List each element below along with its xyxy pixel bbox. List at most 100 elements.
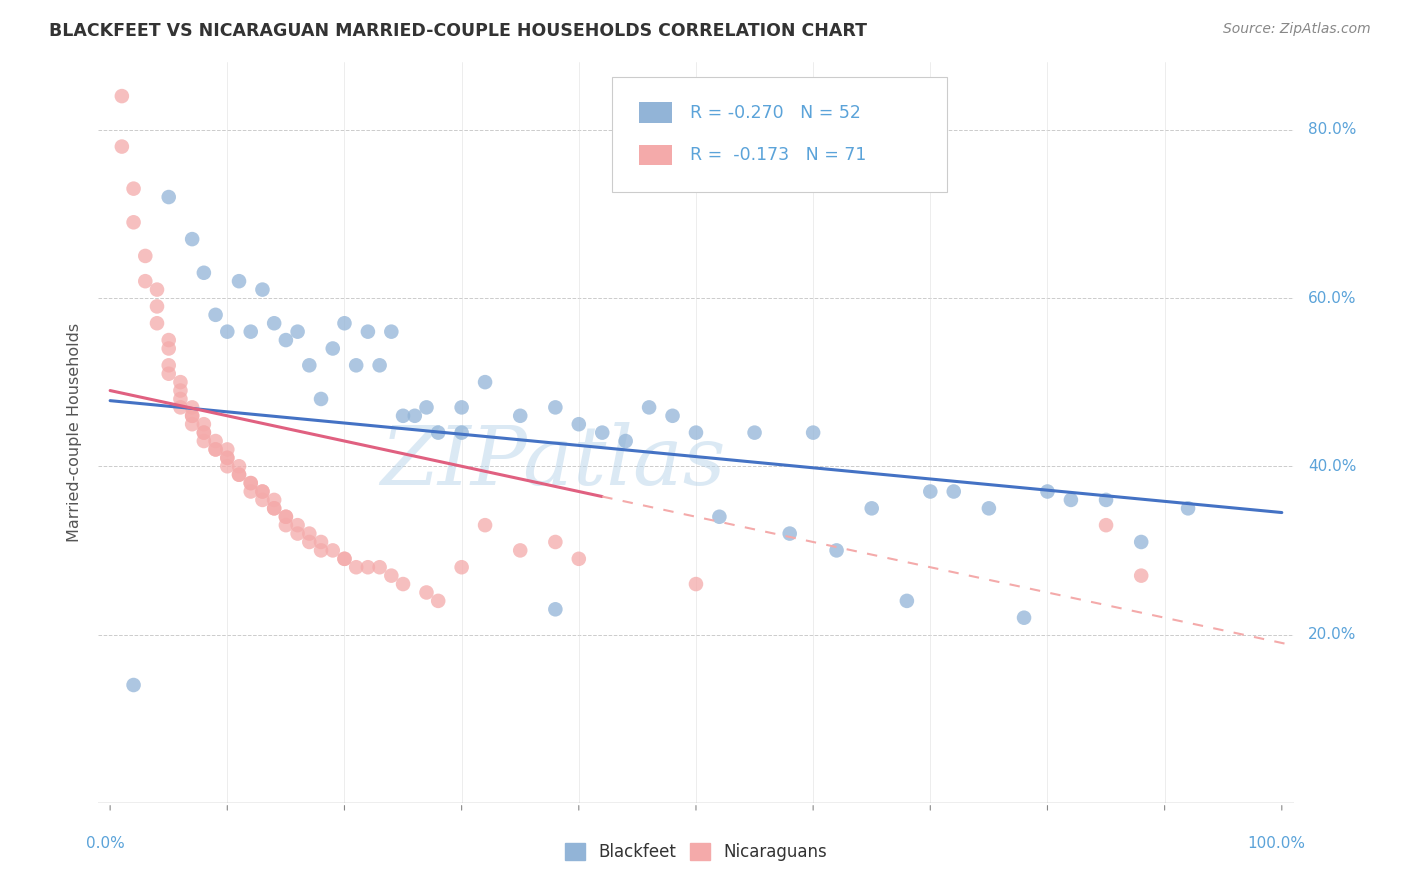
Nicaraguans bbox=[169, 375, 191, 389]
Blackfeet bbox=[404, 409, 426, 423]
Nicaraguans bbox=[380, 568, 402, 582]
Blackfeet bbox=[1060, 492, 1083, 507]
Nicaraguans bbox=[217, 450, 239, 465]
Text: R = -0.270   N = 52: R = -0.270 N = 52 bbox=[690, 103, 860, 122]
Blackfeet bbox=[801, 425, 824, 440]
Blackfeet bbox=[1130, 535, 1153, 549]
Blackfeet bbox=[1036, 484, 1059, 499]
Nicaraguans bbox=[181, 417, 204, 432]
Nicaraguans bbox=[146, 316, 169, 330]
Nicaraguans bbox=[217, 459, 239, 474]
Blackfeet bbox=[920, 484, 942, 499]
Blackfeet bbox=[309, 392, 332, 406]
Text: BLACKFEET VS NICARAGUAN MARRIED-COUPLE HOUSEHOLDS CORRELATION CHART: BLACKFEET VS NICARAGUAN MARRIED-COUPLE H… bbox=[49, 22, 868, 40]
Blackfeet bbox=[392, 409, 415, 423]
Blackfeet bbox=[193, 266, 215, 280]
Blackfeet bbox=[544, 401, 567, 415]
Nicaraguans bbox=[157, 359, 180, 373]
Blackfeet bbox=[509, 409, 531, 423]
Nicaraguans bbox=[415, 585, 437, 599]
Blackfeet bbox=[427, 425, 450, 440]
Blackfeet bbox=[204, 308, 226, 322]
FancyBboxPatch shape bbox=[638, 103, 672, 123]
Nicaraguans bbox=[134, 249, 156, 263]
Nicaraguans bbox=[322, 543, 344, 558]
Nicaraguans bbox=[263, 492, 285, 507]
Text: 100.0%: 100.0% bbox=[1247, 836, 1306, 851]
Nicaraguans bbox=[204, 442, 226, 457]
Nicaraguans bbox=[474, 518, 496, 533]
Blackfeet bbox=[568, 417, 591, 432]
Nicaraguans bbox=[274, 518, 297, 533]
Nicaraguans bbox=[169, 392, 191, 406]
Blackfeet bbox=[450, 401, 472, 415]
Nicaraguans bbox=[568, 551, 591, 566]
Nicaraguans bbox=[685, 577, 707, 591]
Nicaraguans bbox=[122, 215, 145, 229]
Blackfeet bbox=[942, 484, 965, 499]
Blackfeet bbox=[239, 325, 262, 339]
Nicaraguans bbox=[509, 543, 531, 558]
Y-axis label: Married-couple Households: Married-couple Households bbox=[67, 323, 83, 542]
Nicaraguans bbox=[204, 434, 226, 448]
Nicaraguans bbox=[217, 442, 239, 457]
Blackfeet bbox=[1012, 610, 1035, 624]
Blackfeet bbox=[614, 434, 637, 448]
Nicaraguans bbox=[252, 492, 274, 507]
Nicaraguans bbox=[263, 501, 285, 516]
Blackfeet bbox=[274, 333, 297, 347]
Nicaraguans bbox=[228, 467, 250, 482]
Blackfeet bbox=[357, 325, 380, 339]
Blackfeet bbox=[450, 425, 472, 440]
Nicaraguans bbox=[193, 417, 215, 432]
Text: R =  -0.173   N = 71: R = -0.173 N = 71 bbox=[690, 146, 866, 164]
Text: 0.0%: 0.0% bbox=[87, 836, 125, 851]
Nicaraguans bbox=[157, 333, 180, 347]
Blackfeet bbox=[474, 375, 496, 389]
Text: ZIPatlas: ZIPatlas bbox=[380, 422, 725, 502]
Blackfeet bbox=[744, 425, 766, 440]
Nicaraguans bbox=[298, 526, 321, 541]
Nicaraguans bbox=[146, 300, 169, 314]
Text: 40.0%: 40.0% bbox=[1308, 458, 1357, 474]
Nicaraguans bbox=[287, 526, 309, 541]
Nicaraguans bbox=[274, 509, 297, 524]
Nicaraguans bbox=[169, 401, 191, 415]
Nicaraguans bbox=[181, 409, 204, 423]
Blackfeet bbox=[638, 401, 661, 415]
Nicaraguans bbox=[368, 560, 391, 574]
Blackfeet bbox=[263, 316, 285, 330]
Nicaraguans bbox=[122, 181, 145, 195]
Nicaraguans bbox=[181, 409, 204, 423]
Blackfeet bbox=[157, 190, 180, 204]
Nicaraguans bbox=[427, 594, 450, 608]
Nicaraguans bbox=[111, 139, 134, 153]
Nicaraguans bbox=[193, 434, 215, 448]
Nicaraguans bbox=[239, 476, 262, 491]
Blackfeet bbox=[333, 316, 356, 330]
Text: 60.0%: 60.0% bbox=[1308, 291, 1357, 305]
Nicaraguans bbox=[157, 367, 180, 381]
Nicaraguans bbox=[239, 484, 262, 499]
Nicaraguans bbox=[344, 560, 367, 574]
Blackfeet bbox=[415, 401, 437, 415]
Blackfeet bbox=[228, 274, 250, 288]
Nicaraguans bbox=[1095, 518, 1118, 533]
Blackfeet bbox=[591, 425, 613, 440]
Nicaraguans bbox=[169, 384, 191, 398]
Text: 80.0%: 80.0% bbox=[1308, 122, 1357, 137]
Nicaraguans bbox=[146, 283, 169, 297]
Nicaraguans bbox=[181, 401, 204, 415]
Nicaraguans bbox=[309, 543, 332, 558]
Blackfeet bbox=[122, 678, 145, 692]
Nicaraguans bbox=[450, 560, 472, 574]
Blackfeet bbox=[181, 232, 204, 246]
Legend: Blackfeet, Nicaraguans: Blackfeet, Nicaraguans bbox=[565, 843, 827, 861]
Blackfeet bbox=[380, 325, 402, 339]
Nicaraguans bbox=[357, 560, 380, 574]
Blackfeet bbox=[709, 509, 731, 524]
Nicaraguans bbox=[544, 535, 567, 549]
Blackfeet bbox=[779, 526, 801, 541]
Nicaraguans bbox=[204, 442, 226, 457]
Nicaraguans bbox=[333, 551, 356, 566]
